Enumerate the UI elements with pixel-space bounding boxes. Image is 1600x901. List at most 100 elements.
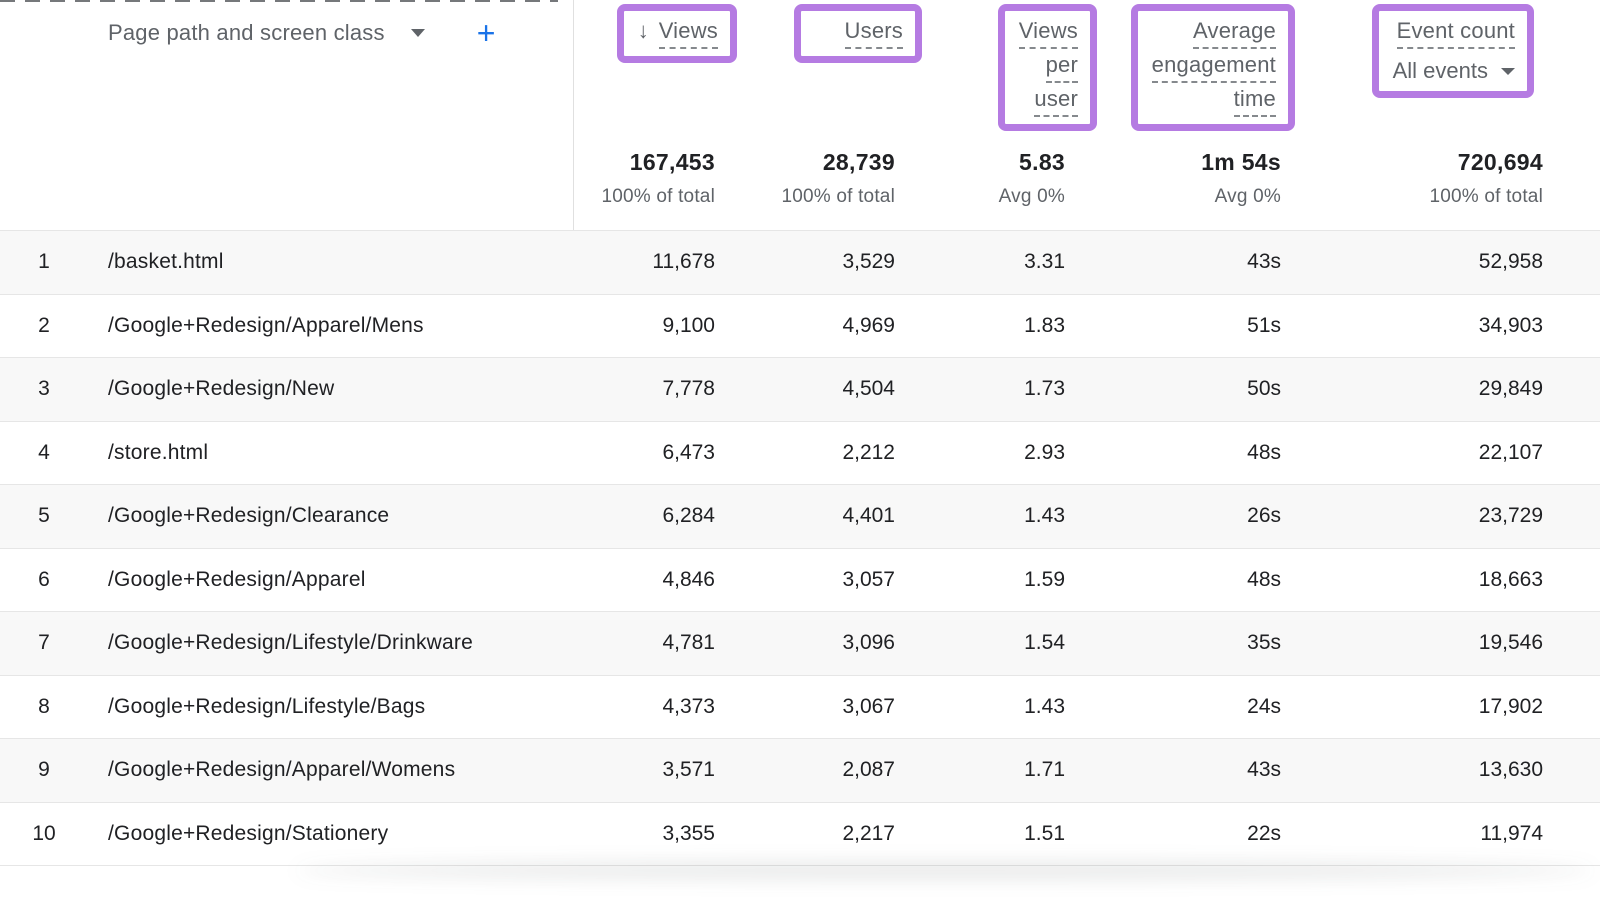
totals-row: 167,453 100% of total 28,739 100% of tot…: [0, 149, 1600, 208]
avg-engagement-time-value: 43s: [1247, 250, 1281, 274]
views-per-user-value: 1.83: [1024, 313, 1065, 337]
highlight-box: Average engagement time: [1130, 4, 1295, 131]
dimension-cell: 2 /Google+Redesign/Apparel/Mens: [0, 314, 573, 338]
row-index: 4: [38, 440, 50, 464]
sort-descending-icon[interactable]: ↓: [637, 18, 649, 43]
views-value: 9,100: [662, 313, 715, 337]
chevron-down-icon[interactable]: [410, 29, 425, 37]
users-value: 3,057: [842, 567, 895, 591]
page-path-link[interactable]: /Google+Redesign/Apparel/Mens: [108, 313, 424, 337]
views-per-user-total-share: Avg 0%: [998, 186, 1065, 207]
totals-spacer: [0, 149, 573, 208]
avg-engagement-header-line2[interactable]: engagement: [1151, 51, 1276, 83]
page-path-link[interactable]: /Google+Redesign/Stationery: [108, 821, 389, 845]
avg-engagement-header-line3[interactable]: time: [1233, 85, 1276, 117]
avg-engagement-header-line1[interactable]: Average: [1193, 17, 1276, 49]
totals-users: 28,739 100% of total: [735, 149, 915, 208]
event-selector-value: All events: [1392, 58, 1488, 83]
views-per-user-value: 1.73: [1024, 377, 1065, 401]
dimension-dropdown[interactable]: Page path and screen class: [108, 20, 385, 45]
add-dimension-button[interactable]: +: [476, 15, 496, 51]
highlight-box: Event count All events: [1371, 4, 1534, 98]
totals-avg-engagement-time: 1m 54s Avg 0%: [1085, 149, 1301, 208]
table-header: Page path and screen class + ↓ Views Use…: [0, 0, 1600, 230]
views-per-user-header-line3[interactable]: user: [1034, 85, 1078, 117]
event-count-value: 22,107: [1478, 440, 1543, 464]
highlight-box: Users: [793, 4, 922, 63]
avg-engagement-time-value: 26s: [1247, 504, 1281, 528]
page-path-link[interactable]: /Google+Redesign/Apparel: [108, 567, 366, 591]
totals-event-count: 720,694 100% of total: [1301, 149, 1600, 208]
scroll-shadow: [295, 862, 1595, 879]
table-row: 9 /Google+Redesign/Apparel/Womens 3,571 …: [0, 738, 1600, 802]
page-path-link[interactable]: /Google+Redesign/Clearance: [108, 504, 390, 528]
event-count-value: 18,663: [1478, 567, 1543, 591]
event-count-value: 17,902: [1478, 694, 1543, 718]
users-header-label[interactable]: Users: [844, 17, 903, 49]
event-count-total: 720,694: [1457, 149, 1543, 175]
users-value: 2,217: [842, 821, 895, 845]
views-per-user-total: 5.83: [1019, 149, 1065, 175]
dimension-cell: 4 /store.html: [0, 441, 573, 465]
views-value: 4,781: [662, 631, 715, 655]
event-count-header-label[interactable]: Event count: [1396, 17, 1515, 49]
views-header-label[interactable]: Views: [658, 17, 718, 49]
column-header-views: ↓ Views: [573, 4, 737, 63]
event-count-value: 19,546: [1478, 631, 1543, 655]
column-header-average-engagement-time: Average engagement time: [1085, 4, 1301, 131]
table-row: 2 /Google+Redesign/Apparel/Mens 9,100 4,…: [0, 293, 1600, 357]
dimension-cell: 1 /basket.html: [0, 250, 573, 274]
row-index: 7: [38, 631, 50, 655]
dimension-cell: 8 /Google+Redesign/Lifestyle/Bags: [0, 695, 573, 719]
event-count-value: 34,903: [1478, 313, 1543, 337]
event-selector-dropdown[interactable]: All events: [1393, 58, 1515, 84]
avg-engagement-time-value: 50s: [1247, 377, 1281, 401]
dimension-cell: 3 /Google+Redesign/New: [0, 377, 573, 401]
row-index: 10: [32, 821, 56, 845]
page-path-link[interactable]: /Google+Redesign/New: [108, 377, 335, 401]
avg-engagement-time-value: 24s: [1247, 694, 1281, 718]
table-row: 4 /store.html 6,473 2,212 2.93 48s 22,10…: [0, 420, 1600, 484]
views-total: 167,453: [629, 149, 715, 175]
table-row: 8 /Google+Redesign/Lifestyle/Bags 4,373 …: [0, 674, 1600, 738]
views-value: 3,571: [662, 758, 715, 782]
views-value: 4,373: [662, 694, 715, 718]
users-value: 2,087: [842, 758, 895, 782]
chevron-down-icon: [1501, 67, 1515, 75]
views-value: 7,778: [662, 377, 715, 401]
event-count-value: 52,958: [1478, 250, 1543, 274]
users-value: 3,096: [842, 631, 895, 655]
page-path-link[interactable]: /Google+Redesign/Lifestyle/Drinkware: [108, 631, 473, 655]
views-total-share: 100% of total: [601, 186, 715, 207]
users-value: 4,504: [842, 377, 895, 401]
views-per-user-header-line2[interactable]: per: [1045, 51, 1078, 83]
avg-engagement-time-value: 48s: [1247, 567, 1281, 591]
users-total: 28,739: [822, 149, 895, 175]
avg-engagement-total-share: Avg 0%: [1214, 186, 1281, 207]
totals-views: 167,453 100% of total: [573, 149, 735, 208]
page-path-link[interactable]: /store.html: [108, 440, 209, 464]
page-path-link[interactable]: /basket.html: [108, 250, 224, 274]
avg-engagement-total: 1m 54s: [1201, 149, 1281, 175]
users-value: 3,067: [842, 694, 895, 718]
views-value: 3,355: [662, 821, 715, 845]
page-path-link[interactable]: /Google+Redesign/Lifestyle/Bags: [108, 694, 426, 718]
users-total-share: 100% of total: [781, 186, 895, 207]
highlight-box: Views per user: [997, 4, 1097, 131]
event-count-value: 11,974: [1480, 821, 1543, 845]
page-path-link[interactable]: /Google+Redesign/Apparel/Womens: [108, 758, 456, 782]
table-row: 5 /Google+Redesign/Clearance 6,284 4,401…: [0, 484, 1600, 548]
avg-engagement-time-value: 43s: [1247, 758, 1281, 782]
totals-views-per-user: 5.83 Avg 0%: [915, 149, 1085, 208]
table-row: 1 /basket.html 11,678 3,529 3.31 43s 52,…: [0, 230, 1600, 294]
cropped-edge-artifact: [0, 0, 558, 2]
table-row: 6 /Google+Redesign/Apparel 4,846 3,057 1…: [0, 547, 1600, 611]
dimension-cell: 9 /Google+Redesign/Apparel/Womens: [0, 758, 573, 782]
avg-engagement-time-value: 35s: [1247, 631, 1281, 655]
views-per-user-header-line1[interactable]: Views: [1018, 17, 1078, 49]
table-row: 7 /Google+Redesign/Lifestyle/Drinkware 4…: [0, 611, 1600, 675]
event-count-value: 13,630: [1478, 758, 1543, 782]
row-index: 6: [38, 567, 50, 591]
dimension-cell: 10 /Google+Redesign/Stationery: [0, 822, 573, 846]
event-count-value: 29,849: [1478, 377, 1543, 401]
